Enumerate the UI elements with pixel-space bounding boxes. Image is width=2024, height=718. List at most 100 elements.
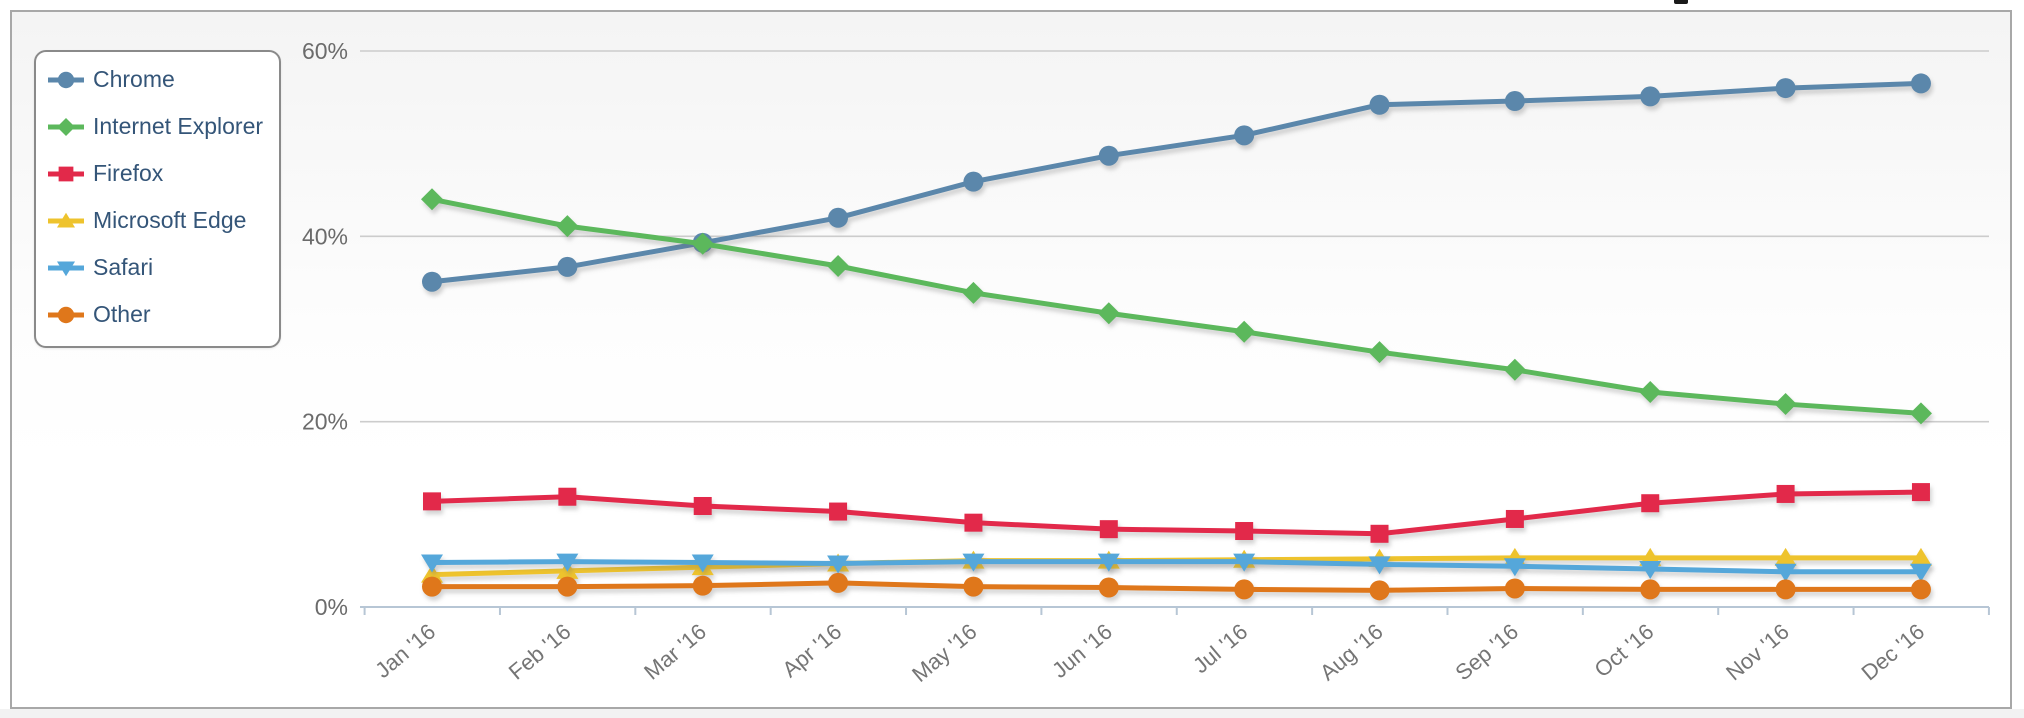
point-firefox-jan-16[interactable] (423, 492, 441, 511)
x-axis-label-may-16: May '16 (907, 619, 982, 687)
legend-item-internet-explorer[interactable]: Internet Explorer (36, 103, 279, 150)
point-other-dec-16[interactable] (1910, 579, 1931, 600)
point-other-sep-16[interactable] (1504, 578, 1525, 599)
point-internet-explorer-mar-16[interactable] (691, 232, 714, 255)
point-other-mar-16[interactable] (692, 575, 713, 596)
x-axis-label-jan-16: Jan '16 (370, 619, 440, 683)
point-other-jul-16[interactable] (1234, 579, 1255, 600)
point-safari-sep-16[interactable] (1503, 558, 1526, 577)
point-firefox-jul-16[interactable] (1235, 522, 1254, 541)
point-chrome-sep-16[interactable] (1504, 91, 1525, 112)
legend-label: Firefox (93, 160, 164, 186)
point-chrome-feb-16[interactable] (557, 256, 578, 277)
point-microsoft-edge-dec-16[interactable] (1909, 547, 1932, 566)
point-internet-explorer-aug-16[interactable] (1368, 341, 1391, 364)
legend-marker-triangle-down-icon (48, 260, 84, 276)
point-internet-explorer-dec-16[interactable] (1909, 402, 1932, 425)
point-firefox-aug-16[interactable] (1370, 524, 1389, 543)
line-firefox (429, 489, 1924, 537)
point-other-feb-16[interactable] (557, 576, 578, 597)
point-chrome-apr-16[interactable] (828, 207, 849, 228)
series-chrome (422, 73, 1931, 292)
point-internet-explorer-nov-16[interactable] (1774, 393, 1797, 416)
point-safari-apr-16[interactable] (827, 555, 850, 574)
point-microsoft-edge-jan-16[interactable] (421, 564, 443, 583)
point-chrome-dec-16[interactable] (1910, 73, 1931, 94)
x-axis-label-aug-16: Aug '16 (1315, 619, 1388, 686)
point-chrome-aug-16[interactable] (1369, 94, 1390, 115)
series-internet-explorer (421, 188, 1932, 425)
point-other-oct-16[interactable] (1640, 579, 1661, 600)
legend-item-microsoft-edge[interactable]: Microsoft Edge (36, 197, 279, 244)
legend-marker-diamond-icon (48, 117, 84, 136)
legend-item-safari[interactable]: Safari (36, 244, 279, 291)
line-internet-explorer (429, 196, 1924, 416)
point-firefox-apr-16[interactable] (829, 502, 848, 521)
point-other-nov-16[interactable] (1775, 579, 1796, 600)
point-safari-mar-16[interactable] (691, 554, 714, 573)
point-chrome-oct-16[interactable] (1640, 86, 1661, 107)
point-chrome-jun-16[interactable] (1098, 145, 1119, 166)
chart-panel: 0% 20% 40% 60% Jan '16 Feb '16 Mar '16 Apr '16 M… (10, 10, 2012, 709)
series-firefox (423, 483, 1930, 543)
point-safari-jan-16[interactable] (421, 554, 443, 573)
line-safari (429, 559, 1924, 575)
x-axis-label-oct-16: Oct '16 (1590, 619, 1659, 683)
legend-item-chrome[interactable]: Chrome (36, 56, 279, 103)
point-firefox-sep-16[interactable] (1505, 509, 1524, 528)
point-firefox-may-16[interactable] (964, 513, 983, 532)
point-chrome-may-16[interactable] (963, 171, 984, 192)
point-internet-explorer-jun-16[interactable] (1097, 302, 1120, 325)
legend-marker-circle-icon (48, 71, 84, 88)
y-axis-label-60: 60% (302, 38, 348, 64)
series-other (422, 572, 1931, 601)
legend-marker-circle-icon (48, 306, 84, 323)
x-axis-label-jun-16: Jun '16 (1047, 619, 1117, 683)
line-chrome (429, 80, 1924, 285)
point-firefox-dec-16[interactable] (1911, 483, 1930, 502)
point-other-aug-16[interactable] (1369, 580, 1390, 601)
point-safari-nov-16[interactable] (1774, 563, 1797, 582)
point-internet-explorer-sep-16[interactable] (1503, 358, 1526, 381)
legend-item-other[interactable]: Other (36, 291, 279, 338)
legend-item-firefox[interactable]: Firefox (36, 150, 279, 197)
point-other-apr-16[interactable] (828, 572, 849, 593)
point-internet-explorer-apr-16[interactable] (827, 254, 850, 277)
cropped-title-fragment (1674, 0, 1688, 4)
point-firefox-feb-16[interactable] (558, 487, 577, 506)
point-safari-dec-16[interactable] (1909, 563, 1932, 582)
point-safari-oct-16[interactable] (1639, 561, 1662, 580)
point-internet-explorer-oct-16[interactable] (1639, 381, 1662, 404)
point-safari-jun-16[interactable] (1097, 553, 1120, 572)
x-axis-label-feb-16: Feb '16 (504, 619, 576, 685)
point-firefox-jun-16[interactable] (1099, 520, 1118, 539)
series-microsoft-edge (421, 547, 1932, 583)
point-other-jan-16[interactable] (422, 576, 442, 597)
legend-label: Other (93, 301, 151, 327)
point-chrome-jul-16[interactable] (1234, 125, 1255, 146)
point-chrome-nov-16[interactable] (1775, 78, 1796, 99)
legend-label: Internet Explorer (93, 113, 264, 139)
point-microsoft-edge-nov-16[interactable] (1774, 547, 1797, 566)
point-chrome-jan-16[interactable] (422, 271, 442, 292)
point-other-may-16[interactable] (963, 576, 984, 597)
legend-label: Microsoft Edge (93, 207, 247, 233)
point-other-jun-16[interactable] (1098, 577, 1119, 598)
x-axis-label-jul-16: Jul '16 (1188, 619, 1252, 679)
point-safari-jul-16[interactable] (1233, 553, 1256, 572)
point-internet-explorer-may-16[interactable] (962, 281, 985, 304)
point-firefox-nov-16[interactable] (1776, 484, 1795, 503)
point-safari-may-16[interactable] (962, 553, 985, 572)
y-axis-label-0: 0% (315, 594, 348, 620)
legend-marker-square-icon (48, 166, 84, 181)
point-firefox-mar-16[interactable] (693, 496, 712, 515)
x-axis-label-mar-16: Mar '16 (639, 619, 711, 685)
point-internet-explorer-jul-16[interactable] (1233, 320, 1256, 343)
series-safari (421, 553, 1932, 582)
point-safari-feb-16[interactable] (556, 553, 579, 572)
point-safari-aug-16[interactable] (1368, 556, 1391, 575)
x-axis-label-apr-16: Apr '16 (777, 619, 846, 683)
point-internet-explorer-jan-16[interactable] (421, 188, 443, 211)
point-firefox-oct-16[interactable] (1641, 494, 1660, 513)
point-internet-explorer-feb-16[interactable] (556, 215, 579, 238)
